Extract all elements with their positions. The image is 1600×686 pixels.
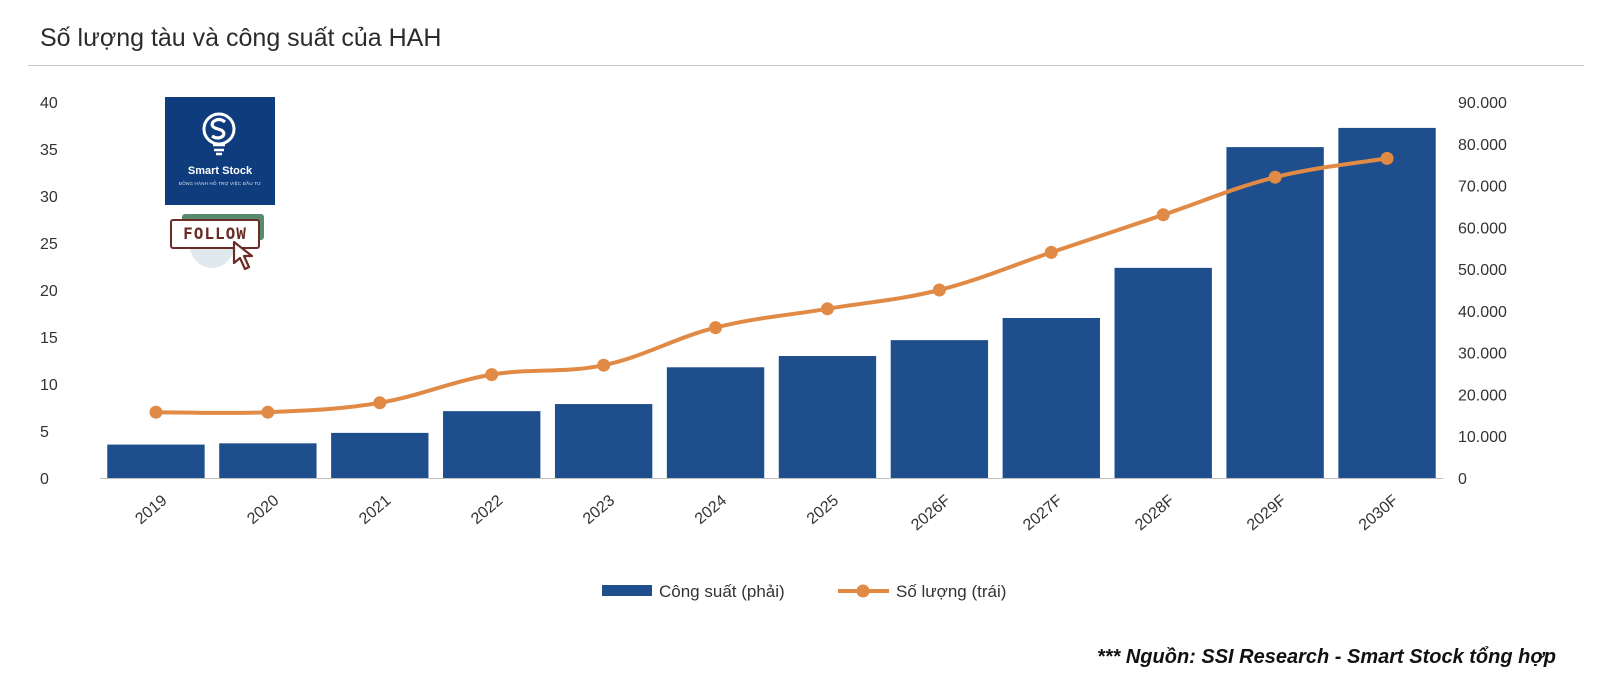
line-point xyxy=(261,405,275,419)
title-divider xyxy=(28,65,1584,66)
legend-label-bar: Công suất (phải) xyxy=(659,582,785,601)
x-axis-tick-label: 2020 xyxy=(244,492,282,528)
line-point xyxy=(597,358,611,372)
x-axis-tick-label: 2022 xyxy=(468,492,506,528)
bar xyxy=(1338,127,1436,478)
bar xyxy=(107,444,205,478)
logo-name: Smart Stock xyxy=(187,165,253,177)
lightbulb-s-logo-icon xyxy=(202,112,236,156)
legend-label-line: Số lượng (trái) xyxy=(896,582,1006,601)
bar xyxy=(219,443,317,478)
x-axis-tick-label: 2025 xyxy=(804,492,842,528)
cursor-icon xyxy=(232,240,254,271)
x-axis-tick-label: 2024 xyxy=(692,492,730,528)
combo-chart: 0510152025303540010.00020.00030.00040.00… xyxy=(40,95,1507,601)
right-axis-tick-label: 80.000 xyxy=(1458,137,1507,154)
bar xyxy=(1226,147,1324,478)
line-point xyxy=(1380,151,1394,165)
bar xyxy=(554,404,653,478)
line-point xyxy=(373,396,387,410)
bar xyxy=(666,367,765,478)
bar xyxy=(1114,267,1212,478)
right-axis-tick-label: 20.000 xyxy=(1458,387,1507,404)
right-axis-tick-label: 90.000 xyxy=(1458,95,1507,112)
source-note: *** Nguồn: SSI Research - Smart Stock tổ… xyxy=(1096,646,1556,668)
line-series xyxy=(153,156,1390,415)
line-point xyxy=(1156,208,1170,222)
bar xyxy=(443,411,541,478)
line-point xyxy=(149,405,163,419)
left-axis-tick-label: 40 xyxy=(40,95,58,112)
bar xyxy=(890,340,989,478)
right-axis-tick-label: 0 xyxy=(1458,471,1467,488)
legend-swatch-point xyxy=(856,584,870,598)
left-axis-tick-label: 20 xyxy=(40,283,58,300)
line-point xyxy=(932,283,946,297)
right-axis-tick-label: 10.000 xyxy=(1458,429,1507,446)
x-axis-tick-label: 2028F xyxy=(1132,492,1178,534)
right-axis-tick-label: 40.000 xyxy=(1458,304,1507,321)
left-axis-tick-label: 10 xyxy=(40,377,58,394)
bar xyxy=(778,356,877,478)
right-axis-tick-label: 60.000 xyxy=(1458,220,1507,237)
x-axis-tick-label: 2019 xyxy=(132,492,170,528)
left-axis-tick-label: 35 xyxy=(40,142,58,159)
right-axis-tick-label: 50.000 xyxy=(1458,262,1507,279)
legend-swatch-bar xyxy=(602,585,652,596)
x-axis-tick-label: 2021 xyxy=(356,492,394,528)
follow-badge[interactable]: FOLLOW xyxy=(168,212,278,282)
x-axis-tick-label: 2027F xyxy=(1020,492,1066,534)
right-axis-tick-label: 30.000 xyxy=(1458,346,1507,363)
left-axis-tick-label: 0 xyxy=(40,471,49,488)
bar xyxy=(331,432,429,478)
left-axis-tick-label: 30 xyxy=(40,189,58,206)
x-axis-tick-label: 2026F xyxy=(908,492,954,534)
x-axis-tick-label: 2029F xyxy=(1244,492,1290,534)
line-point xyxy=(820,302,834,316)
chart-title: Số lượng tàu và công suất của HAH xyxy=(40,24,442,52)
line-point xyxy=(1268,170,1282,184)
left-axis-tick-label: 25 xyxy=(40,236,58,253)
line-point xyxy=(709,321,723,335)
left-axis-tick-label: 15 xyxy=(40,330,58,347)
logo-tagline: ĐỒNG HÀNH HỖ TRỢ VIỆC ĐẦU TƯ xyxy=(178,181,262,186)
bar xyxy=(1002,317,1100,478)
x-axis-tick-label: 2023 xyxy=(580,492,618,528)
left-axis-tick-label: 5 xyxy=(40,424,49,441)
line-point xyxy=(485,368,499,382)
follow-button[interactable]: FOLLOW xyxy=(170,219,260,249)
smart-stock-logo[interactable]: Smart Stock ĐỒNG HÀNH HỖ TRỢ VIỆC ĐẦU TƯ xyxy=(165,97,275,205)
line-point xyxy=(1044,245,1058,259)
right-axis-tick-label: 70.000 xyxy=(1458,179,1507,196)
x-axis-tick-label: 2030F xyxy=(1356,492,1402,534)
